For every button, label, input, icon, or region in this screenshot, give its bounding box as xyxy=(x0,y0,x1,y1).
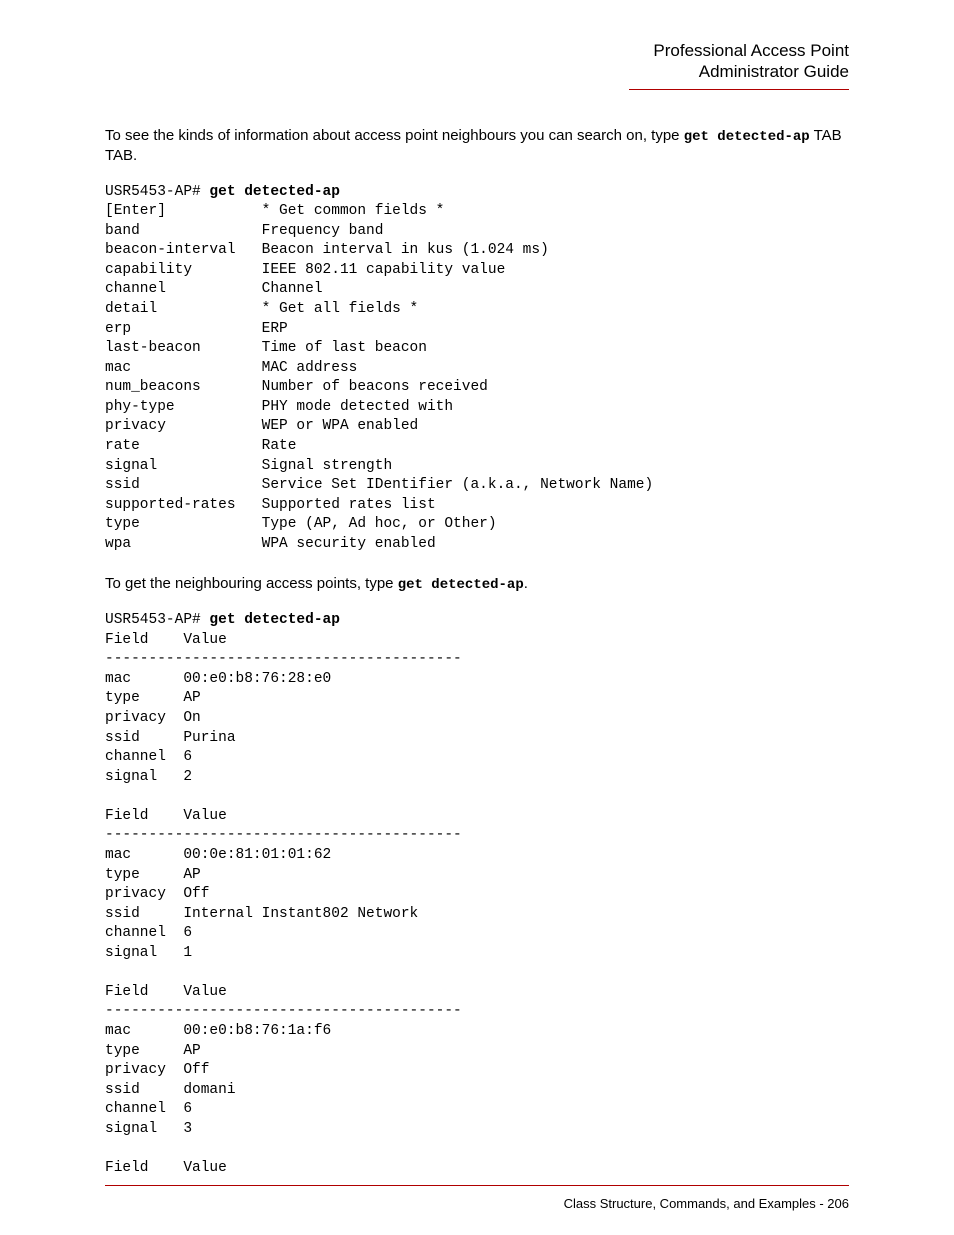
para-2-pre: To get the neighbouring access points, t… xyxy=(105,575,398,592)
header-line-1: Professional Access Point xyxy=(105,40,849,61)
page: Professional Access Point Administrator … xyxy=(0,0,954,1235)
para-2: To get the neighbouring access points, t… xyxy=(105,574,849,595)
cli-block-records: USR5453-AP# get detected-ap Field Value … xyxy=(105,611,849,1178)
para-1-pre: To see the kinds of information about ac… xyxy=(105,127,684,144)
header-line-2: Administrator Guide xyxy=(105,61,849,82)
doc-footer: Class Structure, Commands, and Examples … xyxy=(105,1185,849,1211)
para-2-cmd: get detected-ap xyxy=(398,577,524,593)
para-1: To see the kinds of information about ac… xyxy=(105,126,849,167)
para-1-cmd: get detected-ap xyxy=(684,129,810,145)
cli-block-fields: USR5453-AP# get detected-ap [Enter] * Ge… xyxy=(105,183,849,555)
footer-text: Class Structure, Commands, and Examples … xyxy=(105,1196,849,1211)
header-rule xyxy=(629,89,849,90)
para-2-post: . xyxy=(524,575,528,592)
doc-body: To see the kinds of information about ac… xyxy=(105,126,849,1179)
footer-rule xyxy=(105,1185,849,1186)
doc-header: Professional Access Point Administrator … xyxy=(105,40,849,90)
